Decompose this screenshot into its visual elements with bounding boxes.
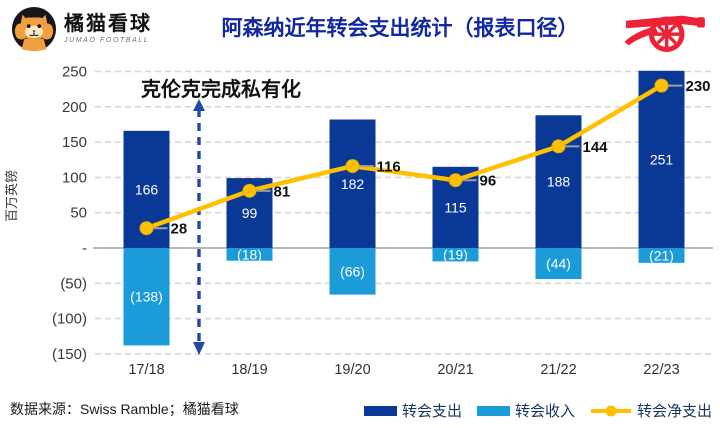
bar-value-label: 166 bbox=[135, 181, 159, 197]
data-source-text: 数据来源：Swiss Ramble；橘猫看球 bbox=[10, 401, 239, 417]
y-tick-label: 150 bbox=[62, 134, 87, 151]
legend-item-转会收入: 转会收入 bbox=[476, 400, 575, 421]
arsenal-cannon-icon bbox=[622, 8, 708, 57]
legend-label: 转会净支出 bbox=[636, 403, 712, 420]
arrow-head-up bbox=[193, 99, 205, 111]
line-marker bbox=[242, 183, 257, 198]
bar-转会支出-19/20 bbox=[329, 119, 376, 249]
line-value-label: 81 bbox=[274, 183, 291, 200]
line-marker bbox=[139, 221, 154, 236]
x-tick-label: 19/20 bbox=[334, 362, 370, 378]
y-tick-label: 200 bbox=[62, 99, 87, 116]
net-spend-line bbox=[144, 83, 664, 231]
bar-value-label: 251 bbox=[650, 151, 674, 167]
y-tick-label: - bbox=[82, 240, 87, 257]
y-tick-label: 250 bbox=[62, 64, 87, 81]
line-value-label: 96 bbox=[480, 173, 497, 190]
y-tick-label: (100) bbox=[52, 311, 87, 328]
x-tick-label: 21/22 bbox=[540, 362, 576, 378]
bar-value-label: (19) bbox=[443, 247, 468, 263]
chart-legend: 转会支出 转会收入 转会净支出 bbox=[363, 400, 712, 421]
annotation-text: 克伦克完成私有化 bbox=[141, 77, 301, 101]
x-tick-label: 18/19 bbox=[231, 362, 267, 378]
legend-bar-swatch bbox=[363, 405, 397, 416]
x-tick-label: 20/21 bbox=[437, 362, 473, 378]
bar-value-label: (44) bbox=[546, 256, 571, 272]
y-axis-title: 百万英镑 bbox=[4, 170, 19, 222]
line-marker bbox=[345, 159, 360, 174]
bar-value-label: (21) bbox=[649, 247, 674, 263]
bar-转会收入-21/22 bbox=[535, 248, 582, 280]
line-value-label: 116 bbox=[377, 159, 401, 176]
line-marker bbox=[448, 173, 463, 188]
y-tick-label: 50 bbox=[70, 205, 87, 222]
x-tick-label: 22/23 bbox=[643, 362, 679, 378]
legend-line-swatch bbox=[590, 405, 631, 416]
bar-转会收入-20/21 bbox=[432, 248, 479, 262]
bar-value-label: 182 bbox=[341, 176, 365, 192]
arrow-head-down bbox=[193, 342, 205, 355]
jumao-cat-icon bbox=[11, 6, 57, 52]
brand-name: 橘猫看球 bbox=[64, 13, 152, 35]
y-tick-label: (150) bbox=[52, 346, 87, 363]
bar-转会收入-19/20 bbox=[329, 248, 376, 295]
bar-value-label: (18) bbox=[237, 246, 262, 262]
bar-value-label: (138) bbox=[130, 289, 163, 305]
line-value-label: 144 bbox=[583, 139, 609, 156]
bar-转会支出-22/23 bbox=[638, 70, 685, 248]
bar-value-label: 188 bbox=[547, 174, 571, 190]
legend-item-转会净支出: 转会净支出 bbox=[590, 400, 712, 421]
bar-转会收入-17/18 bbox=[123, 248, 170, 346]
page-title: 阿森纳近年转会支出统计（报表口径） bbox=[221, 17, 579, 40]
brand-subtitle: JUMAO FOOTBALL bbox=[64, 37, 150, 44]
bar-转会收入-22/23 bbox=[638, 248, 685, 263]
bar-转会收入-18/19 bbox=[226, 248, 273, 261]
legend-label: 转会收入 bbox=[514, 403, 575, 420]
line-marker bbox=[551, 139, 566, 154]
bar-value-label: 99 bbox=[242, 205, 258, 221]
line-marker bbox=[654, 78, 669, 93]
bar-value-label: 115 bbox=[444, 199, 467, 215]
legend-bar-swatch bbox=[476, 405, 510, 416]
y-tick-label: (50) bbox=[60, 275, 87, 292]
y-tick-label: 100 bbox=[62, 169, 87, 186]
x-tick-label: 17/18 bbox=[128, 362, 164, 378]
line-value-label: 230 bbox=[686, 78, 711, 95]
legend-item-转会支出: 转会支出 bbox=[363, 400, 462, 421]
legend-label: 转会支出 bbox=[401, 403, 462, 420]
bar-value-label: (66) bbox=[340, 263, 365, 279]
brand-logo: 橘猫看球 JUMAO FOOTBALL bbox=[11, 6, 152, 52]
line-value-label: 28 bbox=[171, 221, 188, 238]
